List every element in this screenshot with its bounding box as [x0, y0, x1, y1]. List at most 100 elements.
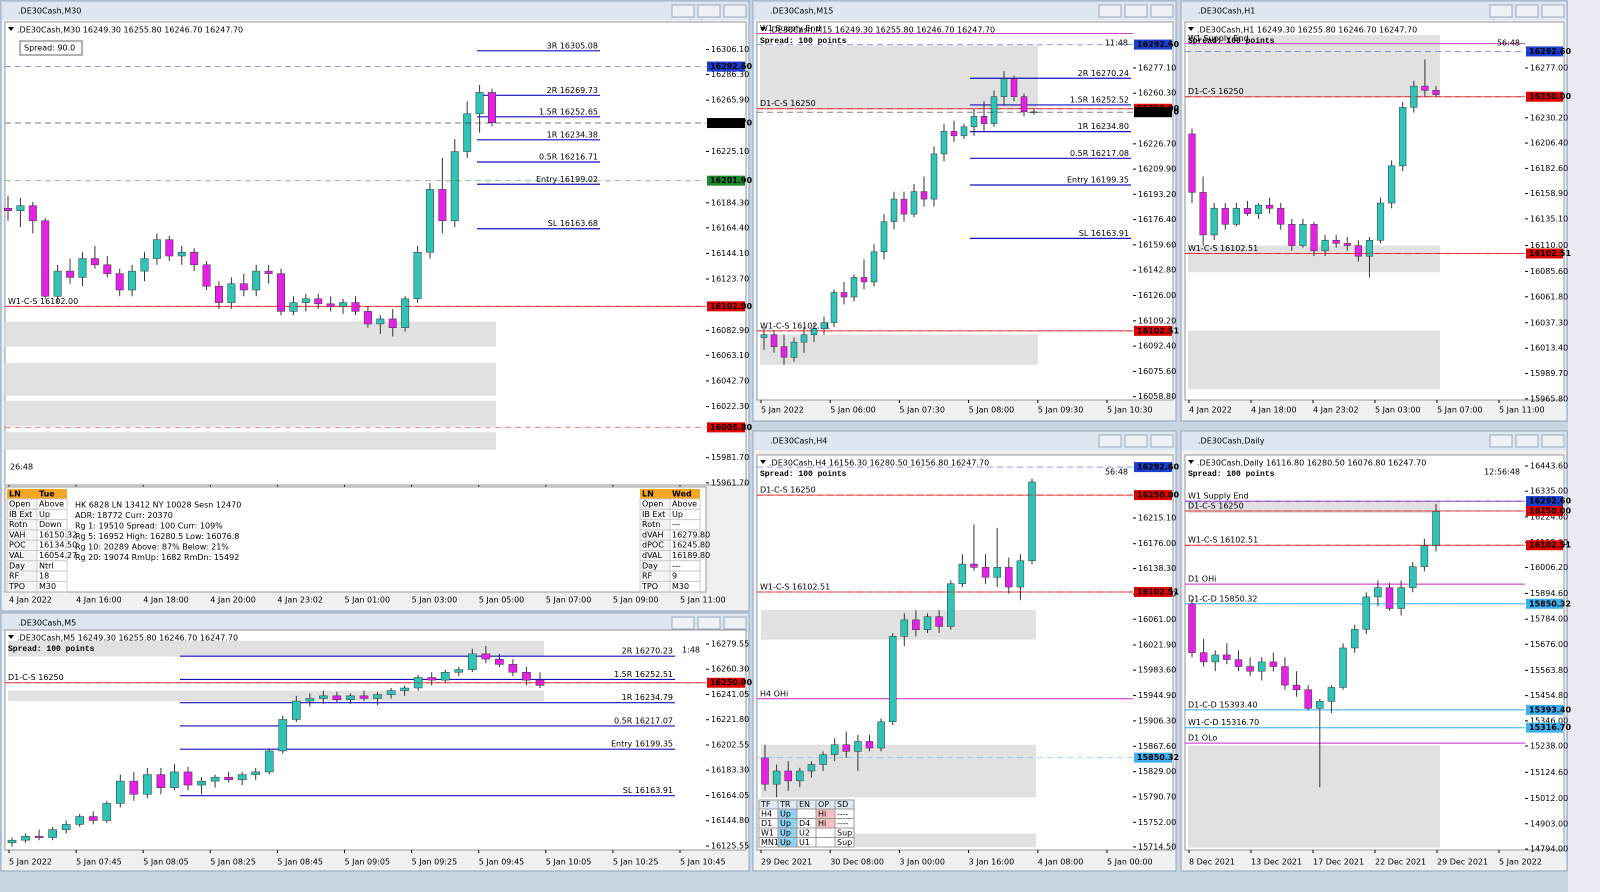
x-tick-label: 29 Dec 2021 — [1437, 858, 1488, 867]
window-min-button[interactable] — [1098, 4, 1122, 18]
candle-body — [1199, 652, 1208, 663]
price-box — [1526, 46, 1563, 57]
price-zone — [761, 610, 1036, 640]
info-panel — [4, 486, 707, 593]
candle-body — [1397, 587, 1405, 609]
candle-body — [289, 302, 298, 312]
price-box-label: 16250.00 — [1529, 506, 1571, 515]
x-tick-label: 5 Jan 10:05 — [546, 858, 592, 867]
y-tick-label: 16182.60 — [1530, 164, 1568, 173]
trend-cell-text: Hi — [818, 810, 826, 819]
window-max-button[interactable] — [1515, 4, 1539, 18]
window-close-button[interactable] — [1541, 4, 1565, 18]
price-zone — [8, 690, 544, 702]
y-tick-label: 16277.10 — [1138, 63, 1176, 72]
window-close-button[interactable] — [1150, 434, 1174, 448]
candle-body — [438, 189, 447, 222]
candle-body — [1321, 239, 1329, 252]
y-tick-label: 15983.60 — [1138, 666, 1176, 675]
price-box — [707, 175, 745, 186]
y-tick-label: 16279.55 — [711, 639, 749, 648]
candle-body — [170, 771, 179, 788]
candle-body — [413, 251, 422, 300]
price-zone — [1188, 501, 1440, 514]
trend-cell — [796, 808, 817, 819]
candle-body — [865, 741, 874, 749]
trend-header: SD — [837, 800, 848, 809]
panel-header-cell — [37, 489, 67, 499]
countdown-clock: 11:48 — [1105, 39, 1128, 48]
window-min-button[interactable] — [1489, 4, 1513, 18]
window-min-button[interactable] — [1098, 434, 1122, 448]
window-close-button[interactable] — [723, 4, 747, 18]
panel-header: LN — [9, 490, 21, 499]
candle-body — [1210, 208, 1218, 236]
price-box-label: 16102.51 — [1137, 326, 1179, 335]
candle-body — [860, 277, 868, 283]
panel-cell-text: Day — [642, 561, 658, 570]
candle-body — [202, 264, 211, 287]
x-tick-label: 5 Jan 10:30 — [1107, 406, 1153, 415]
right-strip — [1568, 0, 1600, 892]
x-tick-label: 17 Dec 2021 — [1313, 858, 1364, 867]
price-box-label: 16250.00 — [710, 678, 752, 687]
candle-body — [830, 744, 839, 755]
candle-body — [301, 298, 310, 303]
x-tick-label: 5 Jan 00:00 — [1107, 858, 1153, 867]
panel-cell-text: Open — [9, 500, 30, 509]
candle-body — [339, 302, 348, 307]
price-box — [1526, 598, 1563, 609]
window-close-button[interactable] — [1541, 434, 1565, 448]
level-label: W1 Supply End — [1188, 492, 1249, 501]
title-bar — [2, 2, 748, 20]
window-max-button[interactable] — [1515, 434, 1539, 448]
candle-body — [450, 151, 459, 222]
panel-cell-text: M30 — [672, 582, 689, 591]
window-max-button[interactable] — [697, 616, 721, 630]
candle-body — [305, 698, 315, 702]
candle-body — [1266, 204, 1274, 209]
x-tick-label: 5 Jan 08:00 — [969, 406, 1015, 415]
title-bar — [1182, 432, 1566, 450]
y-tick-label: 16241.05 — [711, 690, 749, 699]
candle-body — [90, 258, 99, 266]
spread-label: Spread: 100 points — [760, 470, 847, 479]
panel-cell-text: 16245.80 — [672, 541, 710, 550]
candle-body — [880, 221, 888, 253]
window-max-button[interactable] — [1124, 4, 1148, 18]
panel-stat: HK 6828 LN 13412 NY 10028 Sesn 12470 — [75, 501, 241, 510]
y-tick-label: 16202.55 — [711, 740, 749, 749]
price-box — [707, 422, 745, 433]
window-min-button[interactable] — [671, 4, 695, 18]
target-label: Entry 16199.35 — [1067, 176, 1129, 185]
window-max-button[interactable] — [697, 4, 721, 18]
candle-body — [1409, 566, 1417, 588]
candle-body — [1254, 204, 1263, 214]
symbol-info: .DE30Cash,M5 16249.30 16255.80 16246.70 … — [17, 634, 238, 643]
y-tick-label: 15944.90 — [1138, 691, 1176, 700]
window-min-button[interactable] — [671, 616, 695, 630]
countdown-clock: 12:56:48 — [1484, 468, 1520, 477]
panel-cell-text: Up — [672, 510, 683, 519]
panel-cell-text: 16134.50 — [39, 541, 77, 550]
x-tick-label: 13 Dec 2021 — [1251, 858, 1302, 867]
panel-cell-text: M30 — [39, 582, 56, 591]
y-tick-label: 16260.30 — [711, 665, 749, 674]
window-min-button[interactable] — [1489, 434, 1513, 448]
candle-body — [800, 334, 808, 343]
trend-cell-text: Hi — [818, 819, 826, 828]
window-close-button[interactable] — [723, 616, 747, 630]
price-box — [1526, 704, 1563, 715]
price-box — [1526, 248, 1563, 259]
candle-body — [1234, 659, 1243, 667]
window-max-button[interactable] — [1124, 434, 1148, 448]
y-tick-label: 16176.40 — [1138, 215, 1176, 224]
y-tick-label: 15784.00 — [1530, 615, 1568, 624]
y-tick-label: 16037.30 — [1530, 318, 1568, 327]
y-tick-label: 16209.90 — [1138, 165, 1176, 174]
target-label: 2R 16270.23 — [622, 647, 673, 656]
candle-body — [386, 690, 396, 695]
panel-cell — [36, 580, 68, 593]
window-close-button[interactable] — [1150, 4, 1174, 18]
price-zone — [4, 400, 496, 426]
